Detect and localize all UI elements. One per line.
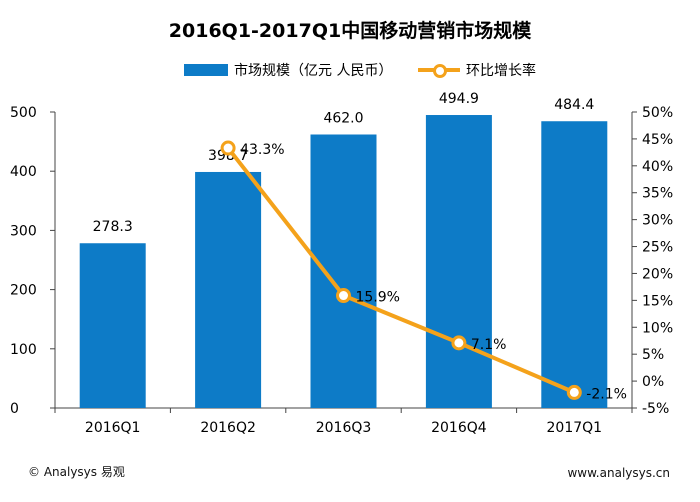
x-tick-label: 2016Q1 (85, 420, 141, 436)
legend-label-market-size: 市场规模（亿元 人民币） (234, 63, 393, 79)
y-right-tick-label: 40% (642, 159, 673, 175)
y-left-tick-label: 300 (10, 223, 37, 239)
y-right-tick-label: 10% (642, 320, 673, 336)
footer-website: www.analysys.cn (567, 466, 670, 480)
legend-item-growth-rate: 环比增长率 (418, 60, 536, 80)
y-left-tick-label: 400 (10, 164, 37, 180)
x-tick-label: 2016Q4 (431, 420, 487, 436)
legend-line-swatch (418, 63, 460, 78)
legend-item-market-size: 市场规模（亿元 人民币） (184, 60, 392, 80)
growth-rate-label: 15.9% (356, 290, 400, 306)
bar-2016Q4 (425, 115, 492, 409)
bar-value-label: 278.3 (93, 219, 133, 235)
y-right-tick-label: 25% (642, 240, 673, 256)
bar-2016Q1 (79, 243, 146, 408)
footer-copyright: © Analysys 易观 (28, 465, 125, 479)
growth-rate-label: 43.3% (240, 142, 284, 158)
bar-value-label: 494.9 (439, 91, 479, 107)
x-tick-label: 2016Q2 (200, 420, 256, 436)
y-right-tick-label: 15% (642, 293, 673, 309)
bar-2016Q3 (310, 134, 377, 408)
growth-rate-point-2016Q4 (451, 335, 467, 351)
bar-value-label: 462.0 (323, 110, 363, 126)
legend: 市场规模（亿元 人民币） 环比增长率 (0, 60, 700, 84)
y-right-tick-label: 20% (642, 266, 673, 282)
y-right-tick-label: -5% (642, 401, 669, 417)
y-left-tick-label: 500 (10, 105, 37, 121)
growth-rate-point-2016Q2 (220, 140, 236, 156)
x-tick-label: 2016Q3 (316, 420, 372, 436)
y-right-tick-label: 5% (642, 347, 664, 363)
growth-rate-line (226, 146, 576, 395)
x-tick-label: 2017Q1 (547, 420, 603, 436)
growth-rate-point-2016Q3 (336, 288, 351, 304)
y-left-tick-label: 100 (10, 342, 37, 358)
legend-label-growth-rate: 环比增长率 (466, 63, 536, 79)
legend-bar-swatch (184, 64, 228, 76)
y-right-tick-label: 45% (642, 132, 673, 148)
growth-rate-point-2017Q1 (566, 384, 582, 400)
y-right-tick-label: 50% (642, 105, 673, 121)
y-right-tick-label: 0% (642, 374, 664, 390)
y-left-tick-label: 200 (10, 283, 37, 299)
y-left-tick-label: 0 (10, 401, 19, 417)
bar-2017Q1 (541, 121, 608, 408)
y-right-tick-label: 35% (642, 186, 673, 202)
y-right-tick-label: 30% (642, 213, 673, 229)
growth-rate-label: -2.1% (586, 386, 627, 402)
chart-title: 2016Q1-2017Q1中国移动营销市场规模 (168, 20, 532, 42)
growth-rate-label: 7.1% (471, 337, 507, 353)
bar-2016Q2 (195, 171, 262, 408)
bar-value-label: 484.4 (554, 97, 594, 113)
